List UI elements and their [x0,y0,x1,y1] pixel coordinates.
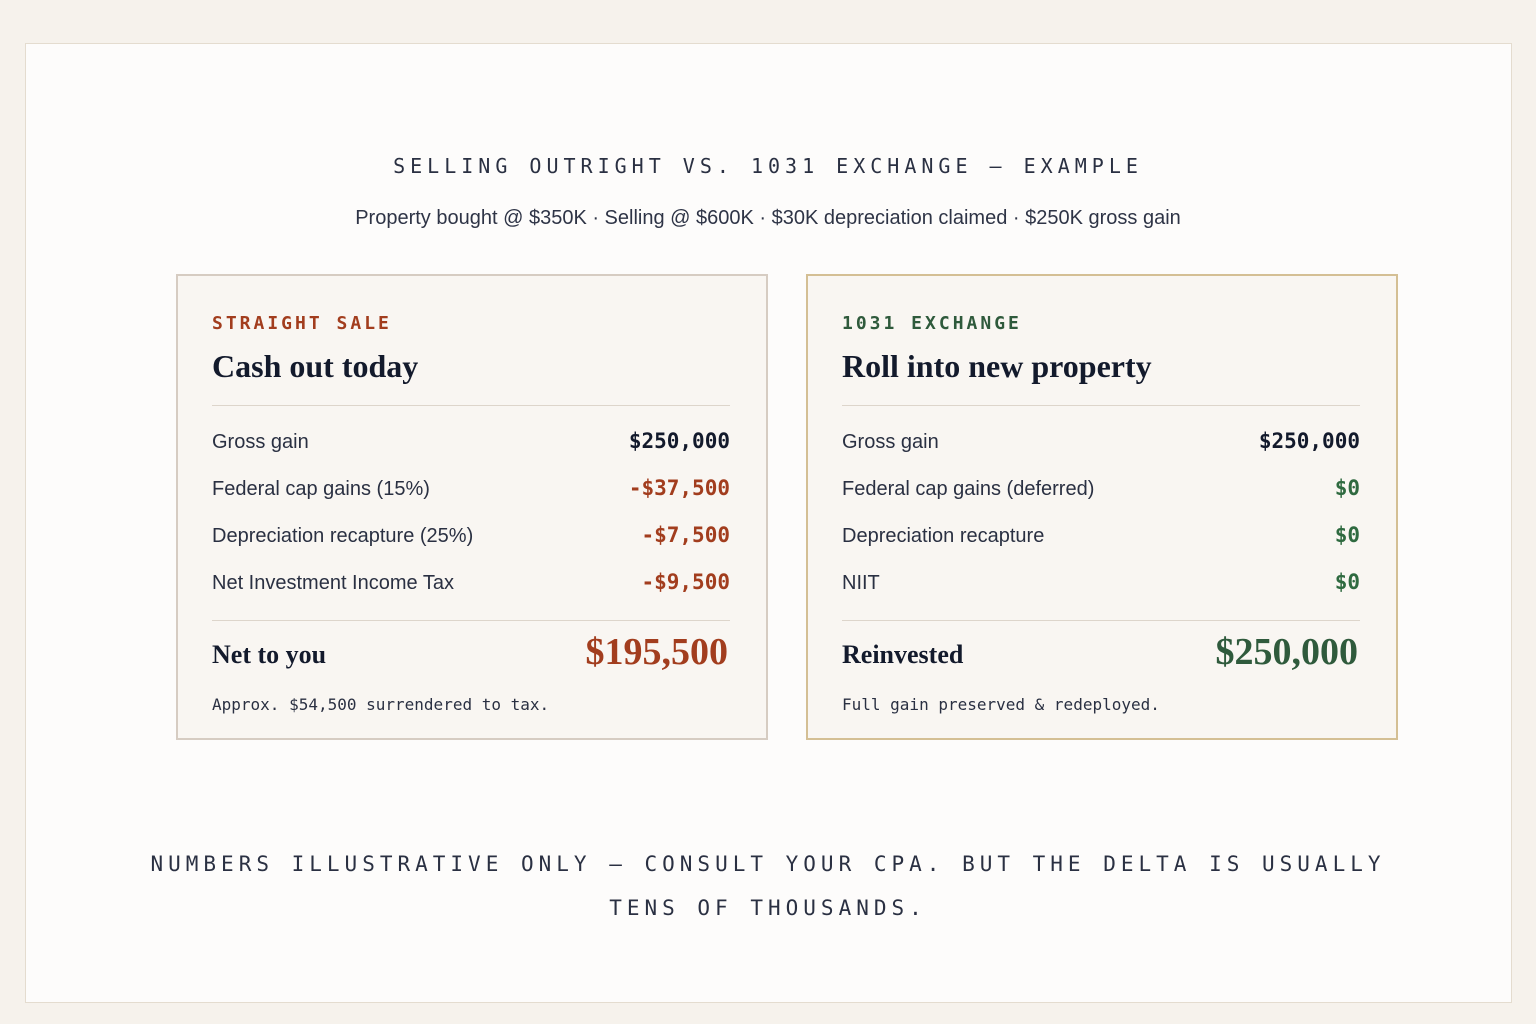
line-item-value: -$7,500 [641,523,730,547]
divider [212,620,730,621]
total-value: $195,500 [585,631,729,673]
line-item: NIIT $0 [842,568,1360,598]
comparison-card: 1031 EXCHANGE Roll into new property Gross… [806,274,1398,740]
total-value: $250,000 [1215,631,1359,673]
divider [842,620,1360,621]
line-item-value: $0 [1334,523,1360,547]
card-title: Cash out today [212,348,419,384]
total-label: Reinvested [842,640,964,669]
card-note: Approx. $54,500 surrendered to tax. [212,695,550,714]
line-item-label: NIIT [842,572,880,594]
card-note: Full gain preserved & redeployed. [842,695,1160,714]
line-item-value: $0 [1334,570,1360,594]
line-item-label: Federal cap gains (deferred) [842,478,1095,500]
line-item: Gross gain $250,000 [842,427,1360,457]
line-item-value: $0 [1334,476,1360,500]
title: SELLING OUTRIGHT VS. 1031 EXCHANGE — EXA… [393,154,1143,178]
line-item: Net Investment Income Tax -$9,500 [212,568,730,598]
line-item-value: $250,000 [628,429,730,453]
divider [842,405,1360,406]
line-item: Federal cap gains (15%) -$37,500 [212,474,730,504]
line-item: Gross gain $250,000 [212,427,730,457]
card-title: Roll into new property [842,348,1152,384]
line-item: Depreciation recapture $0 [842,521,1360,551]
card-eyebrow: 1031 EXCHANGE [842,313,1022,334]
line-item-label: Net Investment Income Tax [212,572,454,594]
line-item: Depreciation recapture (25%) -$7,500 [212,521,730,551]
line-item-label: Federal cap gains (15%) [212,478,430,500]
line-item-value: $250,000 [1258,429,1360,453]
line-item-value: -$37,500 [628,476,730,500]
line-item-label: Depreciation recapture [842,525,1045,547]
footer: NUMBERS ILLUSTRATIVE ONLY — CONSULT YOUR… [150,852,1386,920]
total-label: Net to you [212,640,327,669]
subtitle: Property bought @ $350K · Selling @ $600… [355,207,1181,229]
line-item: Federal cap gains (deferred) $0 [842,474,1360,504]
line-item-label: Gross gain [842,431,939,453]
comparison-card: STRAIGHT SALE Cash out today Gross gain $25… [176,274,768,740]
line-item-label: Depreciation recapture (25%) [212,525,474,547]
line-item-value: -$9,500 [641,570,730,594]
divider [212,405,730,406]
line-item-label: Gross gain [212,431,309,453]
card-eyebrow: STRAIGHT SALE [212,313,392,334]
